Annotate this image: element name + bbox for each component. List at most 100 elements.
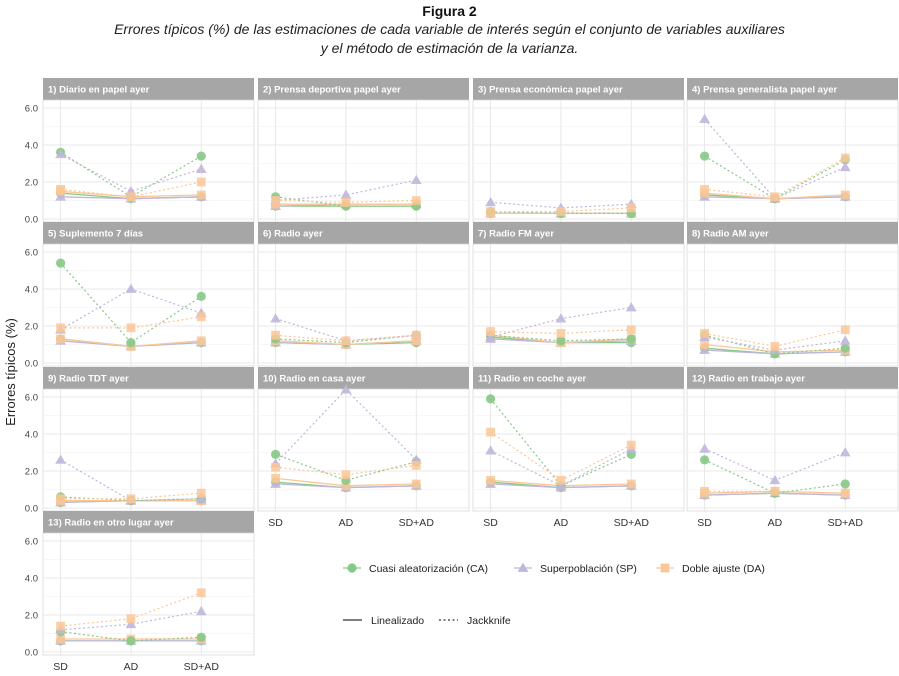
data-point-da: [56, 334, 65, 344]
facet-panel: 7) Radio FM ayer: [472, 222, 685, 367]
data-point-sp: [125, 283, 137, 293]
facet-panel: 6) Radio ayer: [257, 222, 470, 367]
data-point-ca: [840, 343, 850, 353]
facet-title: 10) Radio en casa ayer: [263, 374, 366, 385]
series-line-ca-jk: [490, 334, 632, 342]
data-point-da: [486, 207, 495, 216]
x-tick-label: SD: [53, 661, 68, 673]
series-line-da-jk: [60, 592, 202, 627]
facet-title: 3) Prensa económica papel ayer: [478, 85, 623, 96]
x-tick-label: AD: [124, 661, 139, 673]
facet-strip: [258, 222, 469, 244]
y-tick-label: 6.0: [25, 248, 38, 259]
data-point-da: [196, 312, 206, 322]
y-tick-label: 4.0: [25, 285, 38, 296]
series-line-ca-jk: [275, 196, 417, 207]
facet-panel: 8) Radio AM ayer: [686, 222, 899, 367]
data-point-da: [196, 336, 206, 346]
data-point-da: [556, 207, 566, 216]
plot-area: [42, 243, 255, 367]
series-line-sp-jk: [60, 610, 202, 631]
y-tick-label: 4.0: [25, 141, 38, 152]
data-point-da: [486, 475, 495, 485]
data-point-da: [626, 479, 636, 489]
data-point-sp: [125, 618, 137, 629]
series-line-da-jk: [275, 199, 417, 203]
facet-title: 6) Radio ayer: [263, 229, 323, 240]
data-point-ca: [699, 455, 710, 465]
series-line-da-jk: [704, 490, 846, 494]
data-point-da: [411, 196, 421, 205]
data-point-da: [840, 153, 850, 163]
facet-strip: [43, 367, 254, 389]
plot-area: [686, 99, 899, 223]
series-line-da-jk: [275, 464, 417, 476]
figure-header: Figura 2 Errores típicos (%) de las esti…: [0, 3, 899, 58]
data-point-da: [196, 177, 206, 187]
data-point-da: [271, 474, 280, 483]
facet-panel: 5) Suplemento 7 días 0.0 2.0 4.0 6.0: [25, 222, 255, 370]
x-tick-label: SD+AD: [614, 517, 650, 529]
facet-title: 11) Radio en coche ayer: [478, 374, 587, 385]
series-line-ca-jk: [60, 496, 202, 502]
series-line-ca-jk: [60, 262, 202, 344]
x-tick-label: SD: [483, 517, 498, 529]
y-tick-label: 2.0: [25, 467, 38, 478]
series-line-sp-jk: [275, 388, 417, 465]
y-tick-label: 2.0: [25, 178, 38, 189]
series-line-da-jk: [275, 334, 417, 342]
data-point-da: [56, 494, 65, 504]
data-point-da: [126, 614, 136, 624]
series-line-sp-jk: [704, 118, 846, 200]
data-point-sp: [699, 443, 710, 453]
facet-title: 13) Radio en otro lugar ayer: [48, 518, 174, 529]
data-point-da: [411, 336, 421, 346]
data-point-da: [700, 340, 709, 349]
y-tick-label: 4.0: [25, 430, 38, 441]
data-point-sp: [839, 447, 851, 457]
facet-strip: [473, 222, 684, 244]
series-line-da-jk: [704, 329, 846, 348]
data-point-da: [700, 185, 709, 194]
data-point-da: [56, 323, 65, 333]
data-point-da: [486, 427, 495, 437]
facet-strip: [258, 78, 469, 100]
data-point-ca: [556, 336, 566, 346]
y-tick-label: 0.0: [25, 359, 38, 370]
y-tick-label: 6.0: [25, 537, 38, 548]
facet-panel: 3) Prensa económica papel ayer: [472, 78, 685, 223]
data-point-da: [196, 190, 206, 200]
facet-panel: 9) Radio TDT ayer 0.0 2.0 4.0 6.0: [25, 367, 255, 515]
plot-area: [257, 388, 470, 512]
data-point-da: [411, 479, 421, 489]
data-point-da: [700, 329, 709, 338]
facet-strip: [687, 367, 898, 389]
facet-strip: [43, 78, 254, 100]
data-point-da: [271, 196, 280, 205]
data-point-sp: [270, 313, 281, 323]
data-point-da: [341, 336, 351, 346]
facet-title: 12) Radio en trabajo ayer: [692, 374, 805, 385]
figure-caption-line-2: y el método de estimación de la varianza…: [320, 40, 579, 56]
series-line-sp-jk: [704, 336, 846, 351]
data-point-sp: [839, 335, 851, 345]
data-point-da: [126, 323, 136, 333]
data-point-sp: [340, 384, 352, 394]
data-point-sp: [769, 474, 781, 485]
x-tick-label: SD: [697, 517, 712, 529]
data-point-sp: [625, 302, 637, 312]
figure-caption-line-1: Errores típicos (%) de las estimaciones …: [114, 21, 785, 37]
legend-label: Linealizado: [371, 615, 424, 627]
x-tick-label: AD: [554, 517, 569, 529]
plot-area: [472, 388, 685, 512]
plot-area: [472, 243, 685, 367]
facet-strip: [43, 511, 254, 533]
data-point-sp: [555, 480, 567, 490]
data-point-da: [770, 192, 780, 202]
data-point-sp: [55, 454, 66, 464]
data-point-ca: [626, 334, 636, 344]
data-point-da: [626, 325, 636, 335]
data-point-sp: [485, 196, 496, 207]
data-point-ca: [196, 632, 206, 642]
